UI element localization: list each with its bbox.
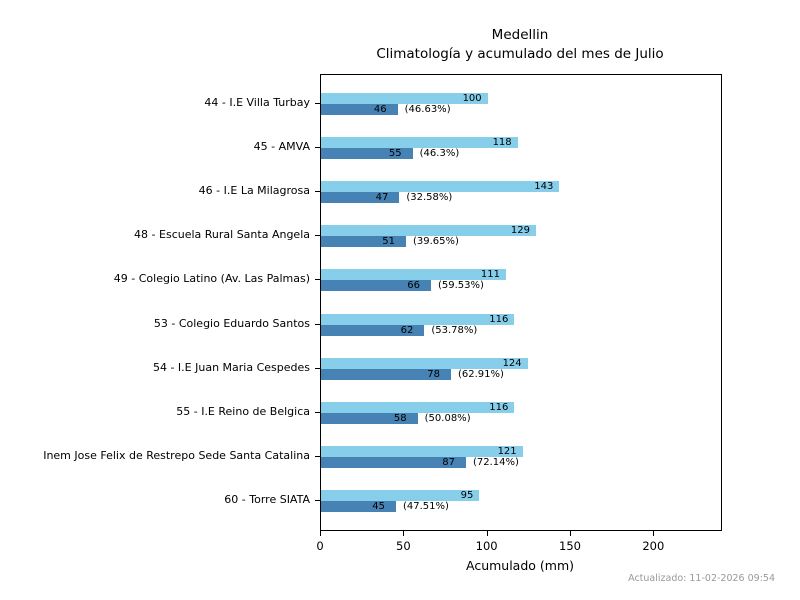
chart-title: Medellin Climatología y acumulado del me… (320, 26, 720, 64)
bar-climatology: 116 (321, 313, 515, 325)
climatology-value-label: 100 (462, 93, 482, 104)
accumulated-value-label: 78 (427, 368, 440, 380)
y-tick-mark (315, 103, 320, 104)
bar-climatology: 118 (321, 137, 518, 149)
plot-area: 100 46 (46.63%) 118 55 (46.3%) 143 47 (32.58%) 12… (320, 74, 722, 531)
y-tick-label: 48 - Escuela Rural Santa Angela (134, 228, 310, 242)
bar-accumulated: 45 (321, 501, 396, 512)
y-tick-label: 45 - AMVA (253, 140, 310, 154)
climatology-value-label: 124 (502, 357, 522, 369)
y-tick-label: 46 - I.E La Milagrosa (198, 184, 310, 198)
updated-timestamp: Actualizado: 11-02-2026 09:54 (628, 573, 775, 584)
y-tick-mark (315, 235, 320, 237)
x-tick-mark (653, 531, 655, 536)
bar-accumulated: 55 (321, 148, 413, 160)
chart-title-line2: Climatología y acumulado del mes de Juli… (376, 46, 664, 62)
bar-accumulated: 62 (321, 324, 425, 336)
percent-label: (46.3%) (419, 148, 460, 160)
percent-label: (47.51%) (403, 501, 449, 512)
x-tick-label: 100 (475, 539, 498, 553)
accumulated-value-label: 51 (382, 236, 395, 248)
x-axis-label: Acumulado (mm) (465, 558, 575, 573)
climatology-value-label: 111 (480, 269, 500, 281)
accumulated-value-label: 47 (375, 192, 389, 204)
x-tick-label: 150 (559, 539, 581, 553)
y-tick-mark (315, 367, 320, 369)
climatology-value-label: 116 (489, 401, 509, 413)
accumulated-value-label: 58 (393, 412, 407, 424)
y-tick-mark (315, 500, 320, 501)
climatology-value-label: 129 (510, 225, 530, 237)
accumulated-value-label: 46 (373, 104, 387, 115)
y-tick-label: 54 - I.E Juan Maria Cespedes (152, 360, 310, 374)
bar-climatology: 121 (321, 445, 523, 457)
bar-accumulated: 46 (321, 104, 398, 115)
x-tick-label: 50 (396, 539, 411, 553)
percent-label: (59.53%) (438, 280, 484, 292)
y-tick-label: Inem Jose Felix de Restrepo Sede Santa C… (43, 448, 310, 462)
percent-label: (39.65%) (413, 236, 459, 248)
percent-label: (62.91%) (458, 368, 504, 380)
y-tick-label: 44 - I.E Villa Turbay (204, 96, 310, 109)
percent-label: (50.08%) (424, 412, 471, 424)
climatology-value-label: 116 (489, 313, 509, 325)
percent-label: (53.78%) (431, 324, 478, 336)
bar-climatology: 95 (321, 490, 480, 501)
x-tick-label: 200 (642, 539, 665, 553)
y-tick-label: 49 - Colegio Latino (Av. Las Palmas) (113, 272, 310, 286)
climatology-value-label: 143 (534, 181, 554, 193)
bar-climatology: 116 (321, 401, 515, 413)
y-tick-label: 53 - Colegio Eduardo Santos (153, 316, 310, 330)
accumulated-value-label: 87 (442, 456, 455, 468)
percent-label: (32.58%) (406, 192, 453, 204)
y-tick-mark (315, 147, 320, 149)
bar-climatology: 111 (321, 269, 506, 281)
bar-climatology: 124 (321, 357, 528, 369)
y-tick-mark (315, 279, 320, 281)
chart-title-line1: Medellin (491, 27, 549, 43)
bar-accumulated: 58 (321, 412, 418, 424)
x-tick-label: 0 (316, 539, 324, 553)
accumulated-value-label: 62 (400, 324, 414, 336)
y-tick-mark (315, 323, 320, 325)
percent-label: (72.14%) (473, 456, 519, 468)
bar-climatology: 143 (321, 181, 560, 193)
bar-accumulated: 66 (321, 280, 431, 292)
bar-climatology: 129 (321, 225, 536, 237)
x-tick-mark (486, 531, 488, 536)
y-tick-label: 55 - I.E Reino de Belgica (176, 404, 310, 418)
bar-climatology: 100 (321, 93, 488, 104)
bar-accumulated: 87 (321, 456, 466, 468)
x-tick-mark (403, 531, 405, 536)
y-tick-mark (315, 191, 320, 193)
x-tick-mark (320, 531, 321, 536)
bar-accumulated: 47 (321, 192, 400, 204)
accumulated-value-label: 45 (372, 501, 385, 512)
bar-accumulated: 78 (321, 368, 451, 380)
y-tick-label: 60 - Torre SIATA (224, 493, 310, 506)
accumulated-value-label: 55 (388, 148, 402, 160)
y-tick-mark (315, 411, 320, 413)
climatology-value-label: 95 (460, 490, 474, 501)
bar-accumulated: 51 (321, 236, 406, 248)
accumulated-value-label: 66 (407, 280, 420, 292)
percent-label: (46.63%) (404, 104, 451, 115)
y-tick-mark (315, 455, 320, 457)
climatology-value-label: 121 (497, 445, 517, 457)
climatology-value-label: 118 (492, 137, 512, 149)
x-tick-mark (570, 531, 571, 536)
